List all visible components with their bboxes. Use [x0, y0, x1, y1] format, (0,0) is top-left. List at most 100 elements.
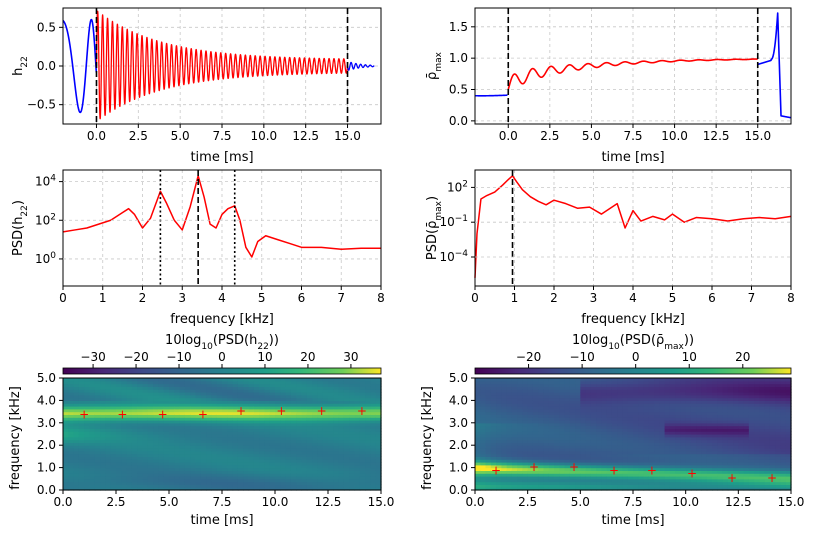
heatmap-cell [163, 383, 170, 387]
heatmap-cell [84, 386, 91, 390]
heatmap-cell [669, 425, 676, 429]
heatmap-cell [184, 476, 191, 480]
heatmap-cell [780, 417, 787, 421]
heatmap-cell [131, 484, 138, 488]
heatmap-cell [517, 442, 523, 446]
heatmap-cell [690, 422, 697, 427]
heatmap-cell [259, 380, 265, 385]
heatmap-cell [580, 434, 587, 438]
heatmap-cell [322, 383, 329, 387]
heatmap-cell [654, 476, 660, 480]
heatmap-cell [338, 411, 345, 415]
heatmap-cell [222, 414, 228, 418]
heatmap-cell [564, 445, 571, 449]
heatmap-cell [121, 386, 128, 390]
heatmap-cell [126, 428, 133, 432]
x-tick-label: 2.5 [540, 129, 559, 143]
heatmap-cell [617, 439, 624, 443]
heatmap-cell [543, 442, 550, 446]
heatmap-cell [200, 470, 207, 474]
heatmap-cell [105, 394, 112, 399]
heatmap-cell [248, 408, 255, 413]
heatmap-cell [365, 487, 371, 491]
heatmap-cell [532, 484, 539, 488]
heatmap-cell [480, 422, 487, 427]
heatmap-cell [290, 389, 297, 393]
heatmap-cell [601, 400, 608, 404]
heatmap-cell [775, 400, 782, 404]
heatmap-cell [100, 380, 106, 385]
heatmap-cell [733, 378, 739, 382]
heatmap-cell [706, 406, 713, 410]
heatmap-cell [174, 400, 181, 404]
heatmap-cell [301, 408, 308, 413]
heatmap-cell [63, 414, 69, 418]
heatmap-cell [349, 392, 356, 396]
heatmap-cell [190, 481, 197, 485]
heatmap-cell [675, 406, 681, 410]
heatmap-cell [317, 431, 324, 435]
heatmap-cell [147, 420, 154, 424]
heatmap-cell [654, 473, 660, 477]
heatmap-cell [121, 436, 128, 441]
heatmap-cell [543, 436, 550, 441]
heatmap-cell [738, 462, 745, 466]
heatmap-cell [354, 417, 361, 421]
heatmap-cell [142, 394, 149, 399]
heatmap-cell [227, 470, 234, 474]
heatmap-cell [116, 459, 122, 463]
heatmap-cell [78, 386, 85, 390]
heatmap-cell [349, 470, 356, 474]
heatmap-cell [142, 417, 149, 421]
heatmap-cell [121, 422, 128, 427]
heatmap-cell [370, 406, 377, 410]
heatmap-cell [743, 434, 750, 438]
heatmap-cell [211, 394, 218, 399]
heatmap-cell [580, 470, 587, 474]
heatmap-cell [764, 397, 771, 401]
heatmap-cell [585, 422, 592, 427]
heatmap-cell [206, 436, 212, 441]
heatmap-cell [733, 478, 739, 483]
heatmap-cell [717, 411, 724, 415]
heatmap-cell [569, 428, 576, 432]
heatmap-cell [142, 414, 149, 418]
heatmap-cell [580, 397, 587, 401]
heatmap-cell [775, 464, 782, 469]
heatmap-cell [733, 403, 739, 407]
heatmap-cell [184, 431, 191, 435]
heatmap-cell [200, 403, 207, 407]
heatmap-cell [780, 414, 787, 418]
heatmap-cell [147, 476, 154, 480]
heatmap-cell [174, 481, 181, 485]
heatmap-cell [73, 464, 80, 469]
heatmap-cell [517, 408, 523, 413]
heatmap-cell [359, 403, 366, 407]
heatmap-cell [301, 394, 308, 399]
heatmap-cell [675, 450, 681, 455]
heatmap-cell [522, 487, 529, 491]
heatmap-cell [227, 464, 234, 469]
heatmap-cell [706, 386, 713, 390]
heatmap-cell [633, 422, 639, 427]
heatmap-cell [485, 450, 492, 455]
heatmap-cell [759, 434, 766, 438]
heatmap-cell [480, 442, 487, 446]
heatmap-cell [548, 459, 555, 463]
heatmap-cell [328, 450, 334, 455]
heatmap-cell [237, 453, 244, 457]
heatmap-cell [496, 408, 502, 413]
heatmap-cell [269, 378, 276, 382]
heatmap-cell [269, 445, 276, 449]
heatmap-cell [259, 400, 265, 404]
heatmap-cell [601, 422, 608, 427]
heatmap-cell [94, 428, 101, 432]
heatmap-cell [237, 397, 244, 401]
heatmap-cell [269, 473, 276, 477]
heatmap-cell [648, 420, 655, 424]
heatmap-cell [490, 408, 497, 413]
heatmap-cell [759, 456, 766, 460]
heatmap-cell [590, 411, 597, 415]
heatmap-cell [527, 459, 534, 463]
heatmap-cell [100, 386, 106, 390]
